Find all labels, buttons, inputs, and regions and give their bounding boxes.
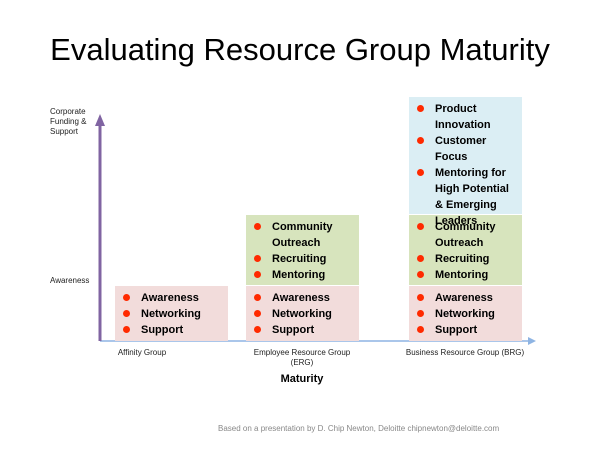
- bullet: [254, 310, 261, 317]
- bullet-text: Recruiting: [435, 253, 490, 265]
- bullet-item: Mentoring: [246, 267, 355, 283]
- bullet-text: Recruiting: [272, 253, 327, 265]
- bullet: [417, 169, 424, 176]
- bullet-text: Support: [272, 324, 315, 336]
- bullet-text: Support: [141, 324, 184, 336]
- tier-box: Community Outreach Recruiting Mentoring: [246, 215, 359, 285]
- bullet: [123, 326, 130, 333]
- bullet-text: Awareness: [141, 292, 199, 304]
- bullet: [123, 310, 130, 317]
- y-axis-arrow: [95, 114, 105, 126]
- tier-box: Community Outreach Recruiting Mentoring: [409, 215, 522, 285]
- bullet: [417, 137, 424, 144]
- bullet-item: Community Outreach: [409, 219, 518, 251]
- tier-box: Product Innovation Customer Focus Mentorin…: [409, 97, 522, 227]
- bullet-text: Mentoring: [272, 269, 326, 281]
- bullet: [123, 294, 130, 301]
- bullet: [417, 105, 424, 112]
- bullet: [254, 326, 261, 333]
- bullet-item: Product Innovation: [409, 101, 518, 133]
- tier-box: Awareness Networking Support: [115, 286, 228, 341]
- x-axis-arrow: [528, 337, 536, 345]
- bullet-item: Networking: [115, 306, 224, 322]
- bullet-text: Community Outreach: [272, 221, 333, 249]
- bullet-item: Support: [246, 322, 355, 338]
- bullet-item: Customer Focus: [409, 133, 518, 165]
- title: Evaluating Resource Group Maturity: [50, 32, 550, 67]
- bullet: [417, 255, 424, 262]
- bullet: [254, 255, 261, 262]
- bullet: [417, 326, 424, 333]
- y-axis-label: Awareness: [50, 276, 90, 285]
- bullet-item: Recruiting: [246, 251, 355, 267]
- column-label: Business Resource Group (BRG): [405, 348, 525, 357]
- bullet-text: Community Outreach: [435, 221, 496, 249]
- bullet: [417, 294, 424, 301]
- bullet-text: Product Innovation: [435, 103, 491, 131]
- bullet-item: Awareness: [246, 290, 355, 306]
- bullet-text: Networking: [435, 308, 495, 320]
- column-label: Affinity Group: [117, 348, 167, 357]
- bullet-text: Networking: [141, 308, 201, 320]
- bullet-item: Community Outreach: [246, 219, 355, 251]
- bullet: [417, 310, 424, 317]
- bullet: [254, 271, 261, 278]
- tier-box: Awareness Networking Support: [246, 286, 359, 341]
- bullet-text: Mentoring: [435, 269, 489, 281]
- bullet-item: Networking: [409, 306, 518, 322]
- bullet-text: Awareness: [435, 292, 493, 304]
- bullet: [417, 223, 424, 230]
- bullet-item: Support: [409, 322, 518, 338]
- bullet-text: Support: [435, 324, 478, 336]
- bullet-item: Mentoring: [409, 267, 518, 283]
- bullet-text: Customer Focus: [435, 135, 487, 163]
- tier-box: Awareness Networking Support: [409, 286, 522, 341]
- x-axis-label: Maturity: [280, 373, 324, 385]
- y-axis-label: Corporate Funding & Support: [50, 107, 87, 136]
- bullet-item: Recruiting: [409, 251, 518, 267]
- bullet: [254, 223, 261, 230]
- column-label: Employee Resource Group (ERG): [253, 348, 351, 367]
- footer: Based on a presentation by D. Chip Newto…: [218, 424, 500, 433]
- bullet-item: Awareness: [115, 290, 224, 306]
- bullet: [254, 294, 261, 301]
- bullet-item: Support: [115, 322, 224, 338]
- bullet-item: Networking: [246, 306, 355, 322]
- bullet-text: Networking: [272, 308, 332, 320]
- bullet-item: Awareness: [409, 290, 518, 306]
- bullet-item: Mentoring for High Potential & Emerging …: [409, 165, 518, 229]
- bullet-text: Awareness: [272, 292, 330, 304]
- bullet: [417, 271, 424, 278]
- bullet-text: Mentoring for High Potential & Emerging …: [435, 167, 509, 227]
